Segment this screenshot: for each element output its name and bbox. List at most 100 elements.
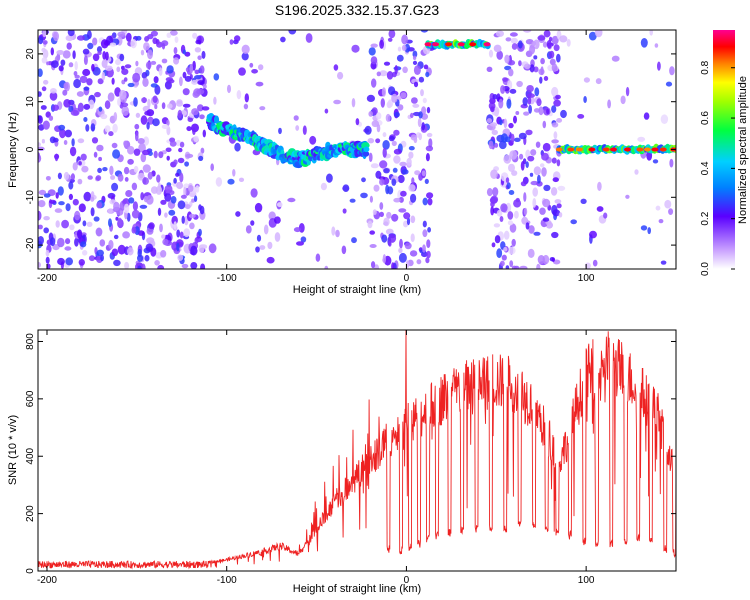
heatmap-cell <box>500 85 506 94</box>
heatmap-cell <box>189 63 194 74</box>
y-tick-label: 20 <box>25 48 36 60</box>
heatmap-cell <box>161 124 169 129</box>
heatmap-cell <box>54 208 63 213</box>
heatmap-cell <box>200 147 205 154</box>
heatmap-cell <box>610 147 617 152</box>
heatmap-cell <box>65 238 71 245</box>
heatmap-cell <box>379 39 384 49</box>
heatmap-cell <box>488 140 494 150</box>
heatmap-cell <box>525 222 530 230</box>
heatmap-cell <box>647 227 651 235</box>
heatmap-cell <box>324 108 329 114</box>
heatmap-cell <box>422 97 427 104</box>
heatmap-cell <box>368 152 373 162</box>
heatmap-cell <box>98 156 102 162</box>
heatmap-cell <box>539 76 543 84</box>
heatmap-cell <box>423 64 429 70</box>
x-tick-label: -100 <box>217 575 237 586</box>
heatmap-cell <box>492 187 499 197</box>
heatmap-cell <box>62 89 68 96</box>
heatmap-cell <box>67 30 75 37</box>
snr-series-line <box>38 330 676 570</box>
heatmap-cell <box>302 125 307 135</box>
heatmap-cell <box>496 50 504 60</box>
heatmap-cell <box>490 206 495 216</box>
heatmap-cell <box>177 200 186 210</box>
heatmap-cell <box>176 229 181 238</box>
heatmap-cell <box>553 99 561 107</box>
heatmap-cell <box>182 49 186 55</box>
heatmap-cell <box>594 30 603 38</box>
heatmap-cell <box>173 221 177 230</box>
heatmap-cell <box>296 241 304 246</box>
heatmap-cell <box>194 195 198 202</box>
heatmap-cell <box>520 181 527 187</box>
heatmap-cell <box>412 60 418 65</box>
heatmap-cell <box>381 87 386 97</box>
colorbar-ticks: 0.0 0.2 0.4 0.6 0.8 <box>700 60 735 276</box>
heatmap-cell <box>379 202 384 210</box>
heatmap-cell <box>611 55 620 62</box>
heatmap-cell <box>370 43 378 48</box>
heatmap-cell <box>276 202 283 208</box>
heatmap-cell <box>210 163 214 171</box>
heatmap-cell <box>523 207 528 216</box>
heatmap-cell <box>142 77 149 87</box>
heatmap-cell <box>326 173 333 183</box>
heatmap-cell <box>57 237 65 248</box>
heatmap-cell <box>167 103 173 109</box>
heatmap-cell <box>494 235 501 244</box>
heatmap-cell <box>669 158 674 168</box>
heatmap-cell <box>426 192 434 199</box>
heatmap-cell <box>421 170 426 177</box>
heatmap-cell <box>184 51 191 57</box>
heatmap-cell <box>660 114 669 124</box>
heatmap-cell <box>95 227 103 237</box>
heatmap-cell <box>503 246 508 252</box>
heatmap-cell <box>227 84 231 94</box>
heatmap-cell <box>469 42 477 47</box>
heatmap-cell <box>184 75 192 82</box>
heatmap-cell <box>63 171 70 181</box>
heatmap-cell <box>71 138 75 147</box>
heatmap-cell <box>342 208 347 214</box>
heatmap-cell <box>101 59 108 68</box>
heatmap-cell <box>108 131 114 137</box>
heatmap-cell <box>190 245 198 256</box>
heatmap-cell <box>123 140 128 147</box>
heatmap-cell <box>556 53 561 63</box>
heatmap-cell <box>115 59 121 66</box>
heatmap-cell <box>381 234 388 243</box>
heatmap-cell <box>127 145 135 155</box>
heatmap-cell <box>542 198 551 208</box>
heatmap-cell <box>122 231 130 239</box>
heatmap-cell <box>386 211 392 219</box>
heatmap-cell <box>491 242 496 248</box>
heatmap-cell <box>97 167 102 174</box>
heatmap-cell <box>400 190 407 197</box>
heatmap-cell <box>371 120 379 128</box>
heatmap-cell <box>566 39 571 47</box>
heatmap-cell <box>367 220 373 229</box>
heatmap-cell <box>80 153 87 161</box>
heatmap-cell <box>542 217 550 222</box>
heatmap-cell <box>135 131 139 142</box>
heatmap-cell <box>534 87 540 97</box>
heatmap-cell <box>150 60 157 65</box>
heatmap-cell <box>179 172 184 183</box>
heatmap-cell <box>173 47 178 55</box>
heatmap-cell <box>121 102 129 108</box>
heatmap-cell <box>141 263 146 269</box>
heatmap-cell <box>383 61 391 66</box>
heatmap-cell <box>393 155 401 164</box>
heatmap-cell <box>603 212 608 219</box>
heatmap-cell <box>500 133 508 143</box>
heatmap-cell <box>234 142 241 152</box>
heatmap-cell <box>295 125 300 131</box>
heatmap-cell <box>505 37 512 42</box>
heatmap-cell <box>412 103 420 108</box>
heatmap-cell <box>61 219 69 229</box>
heatmap-cell <box>410 193 417 203</box>
heatmap-cell <box>173 177 177 184</box>
heatmap-cell <box>208 243 217 254</box>
